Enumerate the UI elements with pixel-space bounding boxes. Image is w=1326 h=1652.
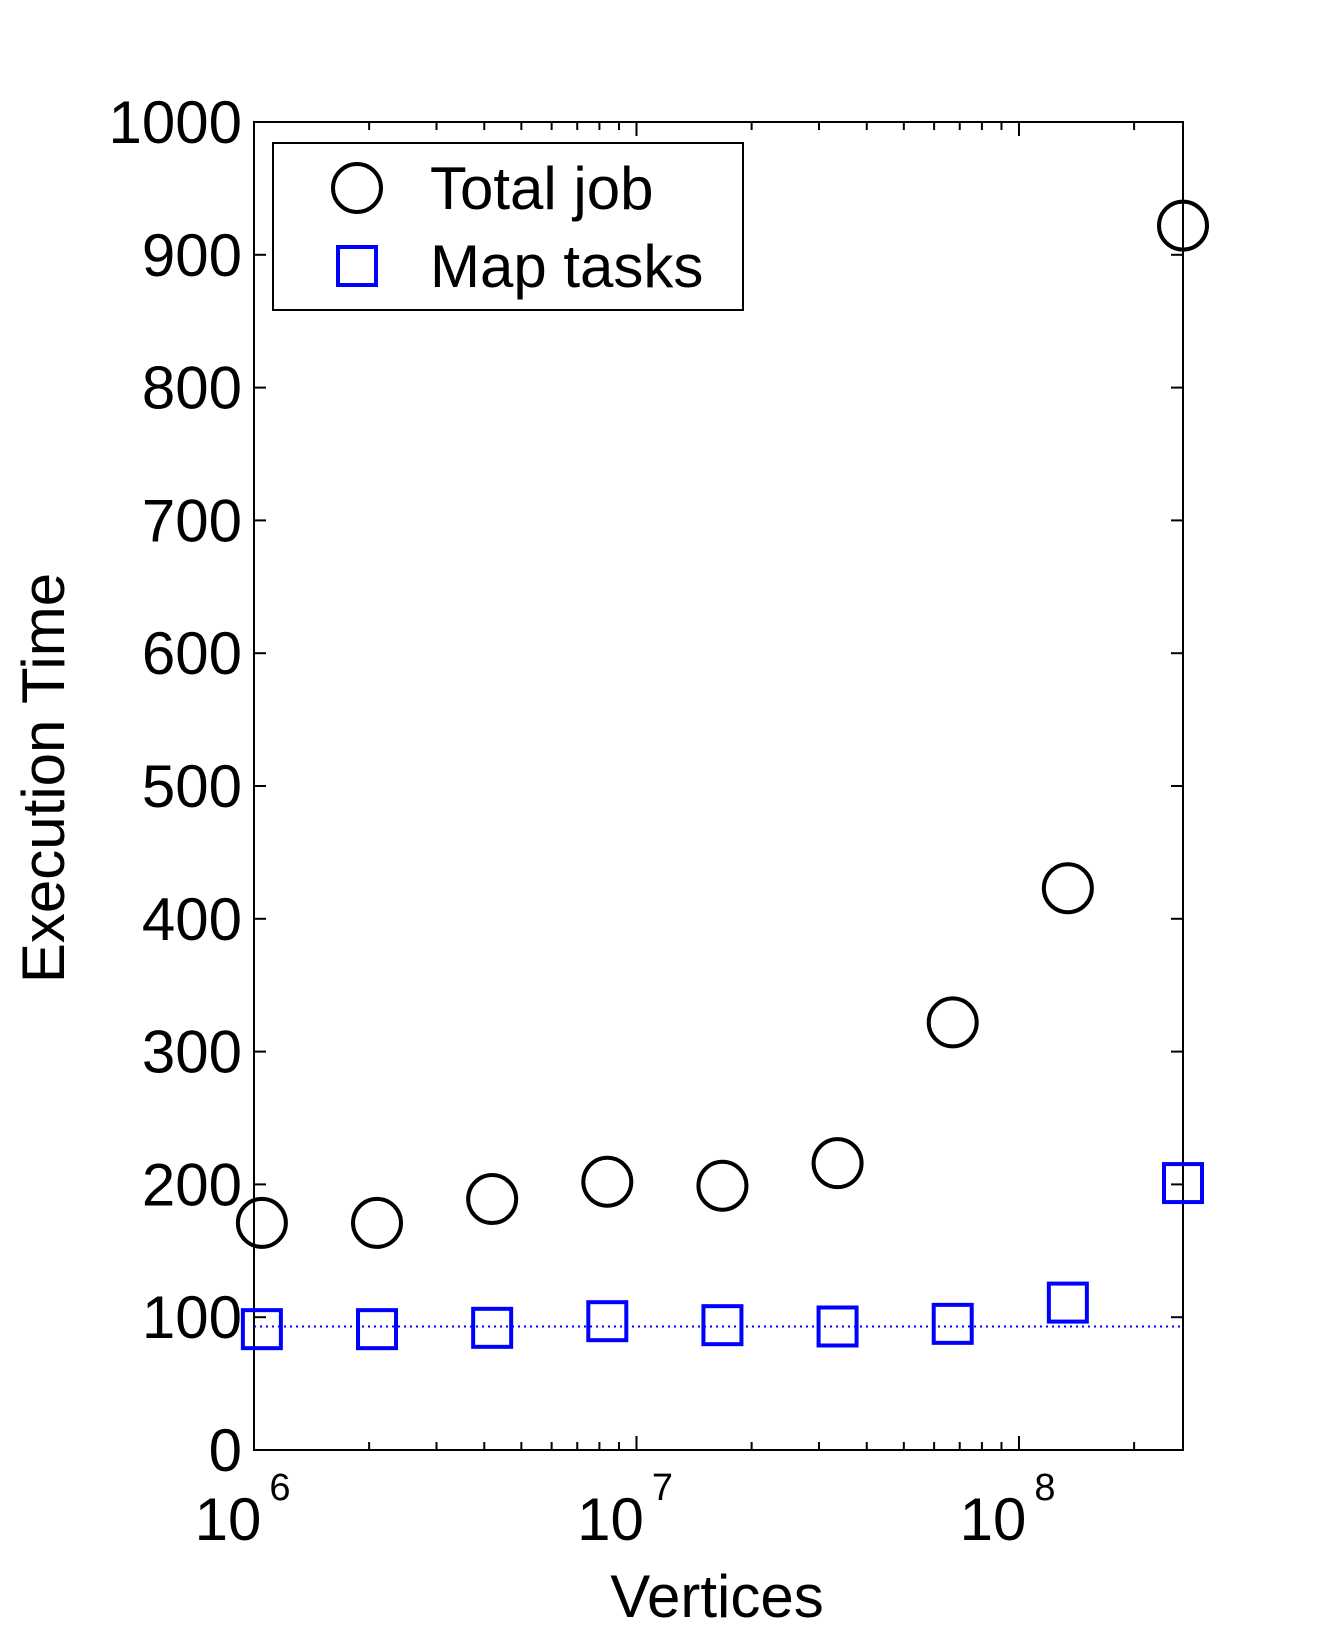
map-tasks-point (586, 1300, 629, 1343)
total-job-point (926, 996, 979, 1049)
legend-label: Map tasks (430, 233, 703, 300)
y-tick-label: 600 (142, 620, 242, 687)
y-tick-label: 700 (142, 487, 242, 554)
map-tasks-point (471, 1306, 514, 1349)
map-tasks-point (1162, 1162, 1204, 1205)
legend-square-icon (336, 245, 378, 287)
total-job-point (1157, 199, 1209, 252)
y-tick-label: 800 (142, 355, 242, 422)
x-tick-label: 10 (195, 1486, 262, 1553)
total-job-point (466, 1173, 519, 1226)
total-job-point (1041, 862, 1094, 915)
map-tasks-point (931, 1302, 974, 1345)
map-tasks-point (240, 1308, 283, 1351)
total-job-point (811, 1137, 864, 1190)
y-tick-label: 500 (142, 753, 242, 820)
map-tasks-point (1046, 1281, 1089, 1324)
x-tick-exponent: 8 (1034, 1467, 1055, 1509)
legend-box (272, 142, 744, 311)
x-axis-label: Vertices (610, 1563, 823, 1630)
y-tick-label: 200 (142, 1151, 242, 1218)
x-tick-exponent: 7 (652, 1467, 673, 1509)
total-job-point (235, 1196, 288, 1249)
y-tick-label: 100 (142, 1284, 242, 1351)
y-tick-label: 1000 (109, 89, 242, 156)
y-tick-label: 0 (209, 1417, 242, 1484)
map-tasks-point (356, 1308, 399, 1351)
y-tick-label: 300 (142, 1019, 242, 1086)
y-tick-label: 400 (142, 886, 242, 953)
total-job-point (581, 1155, 634, 1208)
x-tick-exponent: 6 (269, 1467, 290, 1509)
x-tick-label: 10 (577, 1486, 644, 1553)
map-tasks-point (701, 1304, 744, 1347)
y-tick-label: 900 (142, 222, 242, 289)
total-job-point (696, 1159, 749, 1212)
total-job-point (351, 1196, 404, 1249)
x-tick-label: 10 (960, 1486, 1027, 1553)
y-axis-label: Execution Time (10, 573, 77, 983)
map-tasks-point (816, 1305, 859, 1348)
legend-label: Total job (430, 155, 653, 222)
legend-circle-icon (331, 162, 383, 214)
